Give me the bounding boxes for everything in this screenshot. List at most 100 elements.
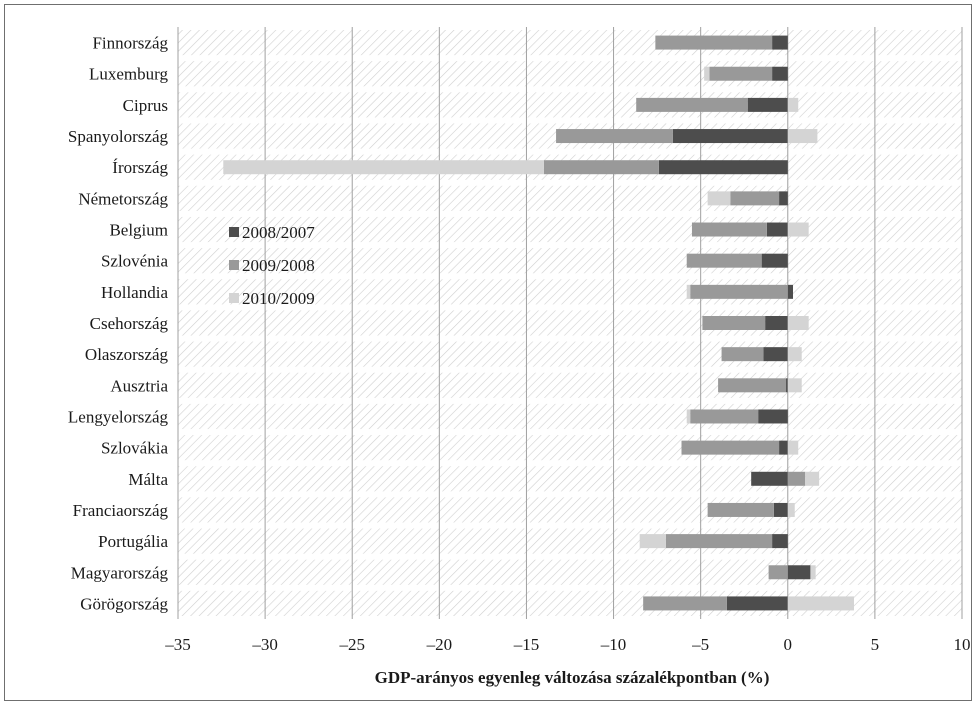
row-band-lengyelorszag <box>178 403 962 430</box>
category-label-ciprus: Ciprus <box>123 96 168 115</box>
category-label-luxemburg: Luxemburg <box>89 65 169 84</box>
row-band-nemetorszag <box>178 185 962 211</box>
x-tick-label: –10 <box>600 635 627 654</box>
legend-swatch-2008-2007 <box>229 227 239 237</box>
bar-ciprus-2008-2007 <box>747 97 788 112</box>
bar-lengyelorszag-2008-2007 <box>758 409 788 424</box>
bar-magyarorszag-2009-2008 <box>768 565 788 580</box>
category-label-finnorszag: Finnország <box>92 34 168 53</box>
bar-magyarorszag-2010-2009 <box>810 565 816 580</box>
bar-nemetorszag-2008-2007 <box>779 191 788 206</box>
category-label-nemetorszag: Németország <box>78 189 168 208</box>
bar-luxemburg-2010-2009 <box>704 66 710 81</box>
bar-spanyolorszag-2008-2007 <box>672 129 788 144</box>
category-label-spanyolorszag: Spanyolország <box>68 127 169 146</box>
row-band-portugalia <box>178 528 962 554</box>
x-tick-label: –35 <box>164 635 191 654</box>
bar-franciaorszag-2008-2007 <box>773 502 788 517</box>
row-band-magyarorszag <box>178 559 962 585</box>
category-label-gorogorszag: Görögország <box>80 594 168 613</box>
category-label-malta: Málta <box>128 470 168 489</box>
bar-olaszorszag-2009-2008 <box>721 347 764 362</box>
bar-olaszorszag-2010-2009 <box>787 347 802 362</box>
category-label-irorszag: Írország <box>112 158 168 177</box>
row-band-hollandia <box>178 279 962 305</box>
category-label-hollandia: Hollandia <box>101 283 168 302</box>
x-tick-label: 5 <box>871 635 880 654</box>
bar-portugalia-2008-2007 <box>772 534 788 549</box>
category-label-franciaorszag: Franciaország <box>73 501 169 520</box>
legend-label-2009-2008: 2009/2008 <box>242 256 315 275</box>
category-label-lengyelorszag: Lengyelország <box>68 407 169 426</box>
bar-gorogorszag-2010-2009 <box>787 596 854 611</box>
bar-szlovenia-2009-2008 <box>686 253 762 268</box>
row-band-szlovenia <box>178 248 962 274</box>
bar-nemetorszag-2010-2009 <box>707 191 731 206</box>
legend-label-2010-2009: 2010/2009 <box>242 289 315 308</box>
bar-csehorszag-2009-2008 <box>702 316 766 330</box>
bar-hollandia-2008-2007 <box>787 284 794 299</box>
bar-szlovenia-2008-2007 <box>761 253 788 268</box>
bar-ciprus-2009-2008 <box>636 97 748 112</box>
bar-malta-2008-2007 <box>751 471 788 486</box>
category-label-szlovakia: Szlovákia <box>101 439 168 458</box>
x-tick-label: 0 <box>784 635 793 654</box>
legend-swatch-2010-2009 <box>229 293 239 303</box>
bar-hollandia-2010-2009 <box>686 284 691 299</box>
bar-csehorszag-2008-2007 <box>765 316 788 330</box>
bar-belgium-2008-2007 <box>766 222 788 237</box>
bar-ausztria-2010-2009 <box>787 378 802 393</box>
x-tick-label: –30 <box>251 635 278 654</box>
bar-malta-2010-2009 <box>805 471 820 486</box>
bar-portugalia-2009-2008 <box>665 534 773 549</box>
bar-lengyelorszag-2009-2008 <box>690 409 759 424</box>
category-label-belgium: Belgium <box>109 221 168 240</box>
bar-lengyelorszag-2010-2009 <box>686 409 691 424</box>
bar-gorogorszag-2008-2007 <box>726 596 788 611</box>
bar-magyarorszag-2008-2007 <box>787 565 811 580</box>
bar-belgium-2009-2008 <box>691 222 767 237</box>
bar-finnorszag-2008-2007 <box>772 35 788 50</box>
bar-ausztria-2009-2008 <box>718 378 787 393</box>
bar-spanyolorszag-2010-2009 <box>787 129 818 144</box>
bar-irorszag-2008-2007 <box>658 160 788 175</box>
bar-franciaorszag-2009-2008 <box>707 502 774 517</box>
bar-nemetorszag-2009-2008 <box>730 191 780 206</box>
bar-szlovakia-2008-2007 <box>779 440 788 455</box>
bar-luxemburg-2009-2008 <box>709 66 773 81</box>
bar-olaszorszag-2008-2007 <box>763 347 788 362</box>
legend-label-2008-2007: 2008/2007 <box>242 223 315 242</box>
bar-luxemburg-2008-2007 <box>772 66 788 81</box>
row-band-belgium <box>178 216 962 243</box>
row-band-franciaorszag <box>178 497 962 523</box>
bar-spanyolorszag-2009-2008 <box>556 129 673 144</box>
bar-finnorszag-2009-2008 <box>655 35 773 50</box>
legend-swatch-2009-2008 <box>229 260 239 270</box>
category-label-olaszorszag: Olaszország <box>85 345 169 364</box>
bar-irorszag-2010-2009 <box>223 160 544 175</box>
x-tick-label: –5 <box>691 635 709 654</box>
bar-szlovakia-2009-2008 <box>681 440 780 455</box>
bar-csehorszag-2010-2009 <box>787 316 809 330</box>
x-axis-title: GDP-arányos egyenleg változása százalékp… <box>375 668 770 687</box>
row-band-finnorszag <box>178 30 962 56</box>
row-band-ausztria <box>178 372 962 398</box>
row-band-olaszorszag <box>178 341 962 367</box>
bar-ausztria-2008-2007 <box>786 378 788 393</box>
bar-gorogorszag-2009-2008 <box>643 596 727 611</box>
x-tick-label: 10 <box>954 635 971 654</box>
row-band-szlovakia <box>178 435 962 461</box>
bar-ciprus-2010-2009 <box>787 97 799 112</box>
x-tick-label: –25 <box>338 635 365 654</box>
category-label-szlovenia: Szlovénia <box>101 252 168 271</box>
bar-hollandia-2009-2008 <box>690 284 788 299</box>
bar-portugalia-2010-2009 <box>639 534 666 549</box>
row-band-ciprus <box>178 92 962 118</box>
row-band-malta <box>178 466 962 492</box>
row-band-luxemburg <box>178 61 962 87</box>
bar-malta-2009-2008 <box>787 471 806 486</box>
category-label-ausztria: Ausztria <box>110 376 168 395</box>
bar-franciaorszag-2010-2009 <box>787 502 795 517</box>
bar-irorszag-2009-2008 <box>543 160 659 175</box>
